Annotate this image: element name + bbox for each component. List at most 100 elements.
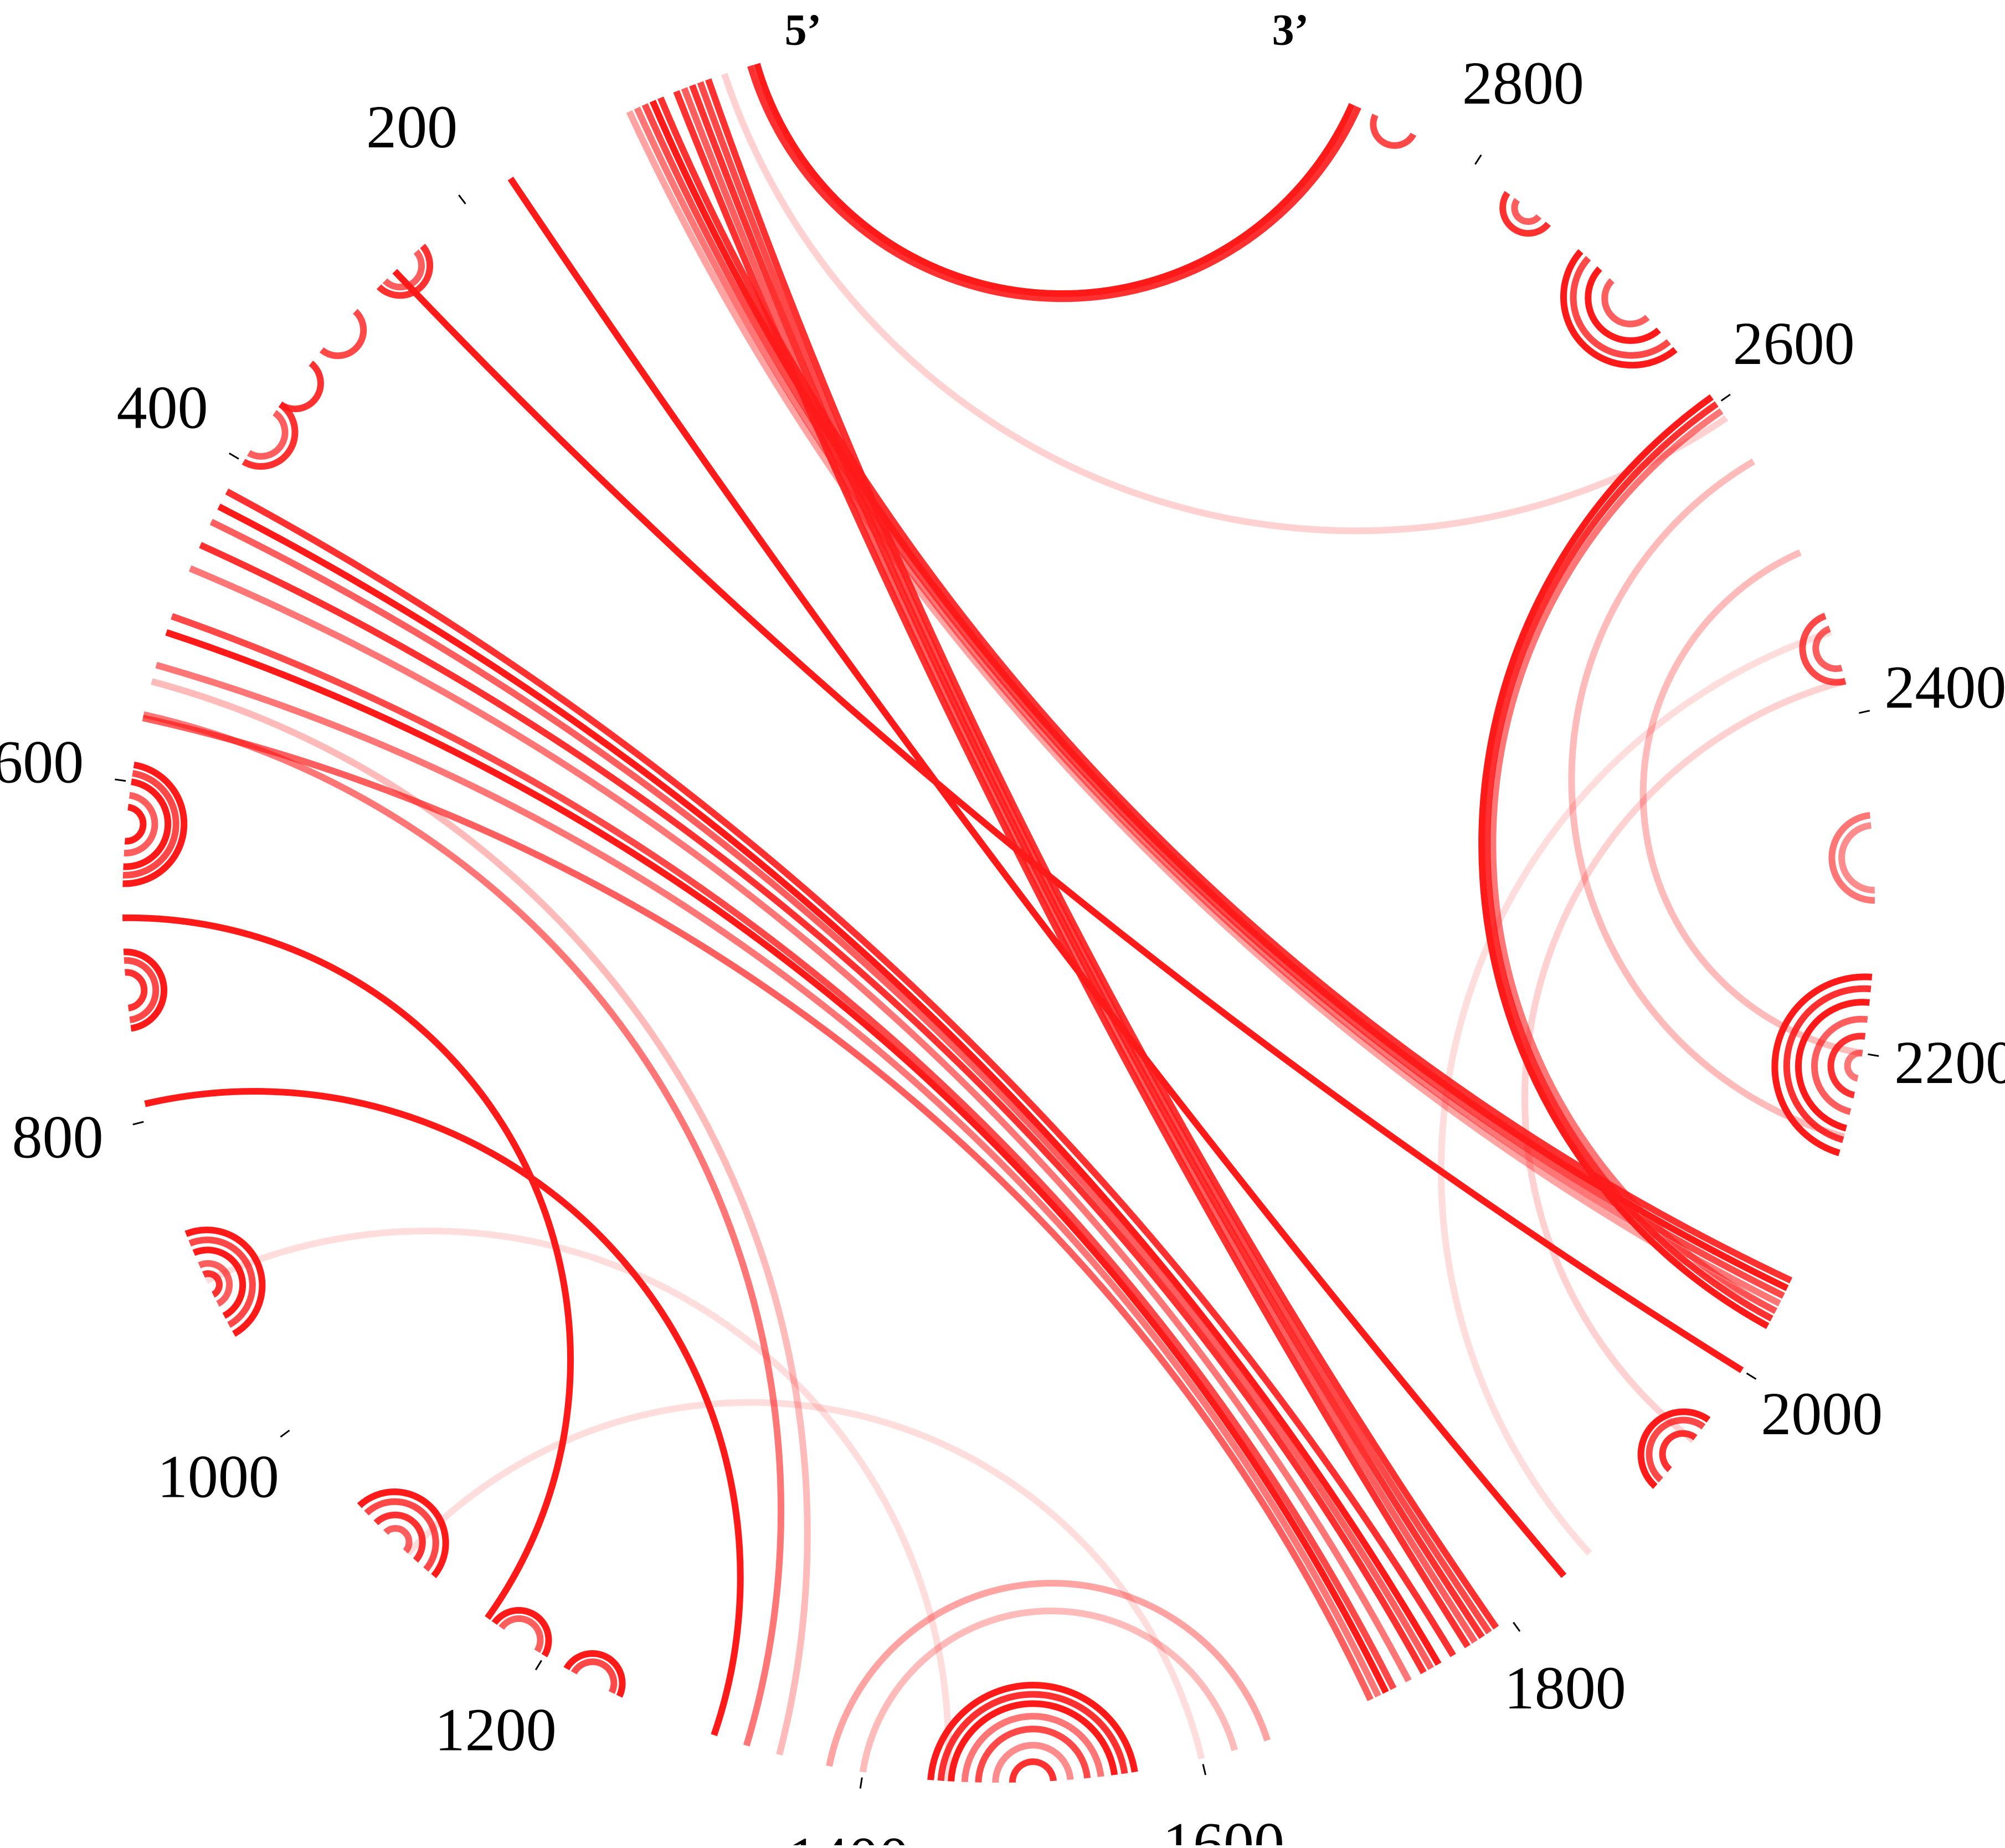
- pair-arc: [198, 1260, 233, 1307]
- start-label: 5’: [785, 6, 822, 54]
- pair-arc: [961, 1713, 1104, 1783]
- pair-arc: [1560, 249, 1678, 369]
- pair-arc: [1827, 1033, 1866, 1098]
- tick-label: 1200: [435, 1696, 557, 1763]
- pair-arc: [199, 542, 1427, 1675]
- pair-arc: [826, 1580, 1271, 1767]
- pair-arc: [1511, 198, 1542, 225]
- pair-arc: [188, 565, 1412, 1682]
- pair-arc: [507, 176, 1567, 1578]
- pair-arc: [563, 1650, 626, 1698]
- pair-arc: [1811, 1015, 1868, 1115]
- tick-label: 800: [12, 1103, 104, 1171]
- pair-arc: [405, 1399, 1205, 1760]
- pair-arc: [376, 244, 434, 299]
- tick-label: 1600: [1163, 1810, 1284, 1845]
- pair-arc: [205, 1228, 952, 1782]
- pair-arc: [124, 957, 160, 1024]
- tick-label: 400: [117, 373, 208, 441]
- tick-mark: [1202, 1764, 1207, 1775]
- tick-mark: [458, 194, 466, 204]
- pair-arc: [1771, 973, 1873, 1157]
- pair-arc: [641, 103, 1785, 1299]
- pair-arc: [209, 519, 1435, 1670]
- pair-arc: [657, 96, 1793, 1284]
- pair-arc: [1828, 812, 1875, 904]
- tick-mark: [1513, 1621, 1521, 1632]
- tick-mark: [132, 1121, 144, 1126]
- pair-arc: [122, 770, 179, 879]
- end-label: 3’: [1272, 6, 1309, 54]
- pair-arc: [634, 106, 1781, 1307]
- pair-arc: [155, 661, 1381, 1698]
- pair-arc: [202, 1270, 223, 1298]
- tick-label: 200: [366, 93, 457, 161]
- pair-arc: [142, 715, 1374, 1701]
- tick-label: 1400: [788, 1825, 909, 1845]
- pair-arc: [142, 711, 784, 1747]
- pair-arc: [247, 410, 289, 460]
- pair-arc: [1009, 1758, 1057, 1783]
- tick-mark: [1474, 154, 1482, 165]
- pair-arc: [1370, 114, 1417, 149]
- pair-arc: [382, 249, 425, 291]
- tick-mark: [1746, 1372, 1757, 1380]
- pair-arc: [192, 1246, 246, 1319]
- pair-arc: [570, 1658, 618, 1695]
- pair-arc: [1799, 613, 1847, 686]
- pair-arc: [1438, 629, 1832, 1556]
- pair-arc: [383, 1524, 413, 1554]
- tick-mark: [115, 778, 126, 782]
- pair-arc: [123, 778, 172, 870]
- tick-label: 2600: [1733, 310, 1855, 377]
- pair-arc: [171, 613, 1397, 1690]
- pair-arc: [681, 87, 1478, 1644]
- pair-arc: [1639, 549, 1863, 1057]
- pair-arc: [319, 309, 367, 360]
- pair-arc: [122, 914, 574, 1620]
- pair-arc: [165, 629, 1389, 1694]
- tick-label: 2200: [1894, 1029, 2005, 1096]
- tick-mark: [859, 1777, 863, 1789]
- tick-mark: [280, 1429, 290, 1438]
- pair-arc: [1646, 1416, 1706, 1483]
- tick-label: 600: [0, 728, 84, 795]
- pair-arc: [1570, 256, 1671, 359]
- pair-arc: [1637, 1408, 1711, 1489]
- pair-arc: [992, 1742, 1074, 1783]
- pair-arc: [122, 761, 188, 887]
- pair-arc: [357, 1488, 449, 1579]
- pair-arc: [705, 78, 1499, 1630]
- pair-arc: [124, 792, 158, 856]
- pair-arc: [1795, 999, 1870, 1132]
- pair-arc: [1659, 1430, 1698, 1472]
- pair-arc: [392, 269, 1744, 1373]
- pair-arc: [123, 948, 168, 1032]
- pair-arc: [225, 488, 1456, 1657]
- pair-arc: [491, 1606, 552, 1657]
- tick-label: 2000: [1761, 1380, 1883, 1447]
- pair-arc: [188, 1236, 256, 1328]
- pair-arc: [1521, 677, 1847, 1443]
- pair-arc: [754, 63, 1355, 297]
- pair-arc: [364, 1498, 439, 1572]
- tick-label: 1000: [157, 1443, 279, 1510]
- pair-arc: [125, 969, 148, 1012]
- pair-arc: [859, 1608, 1238, 1773]
- pair-arc: [373, 1511, 426, 1563]
- pair-arc: [1601, 278, 1650, 327]
- pair-arc: [1478, 394, 1770, 1329]
- pair-arc: [927, 1681, 1138, 1780]
- pair-arc: [124, 804, 147, 845]
- pair-arc: [151, 678, 811, 1756]
- pair-arc: [689, 84, 1485, 1639]
- arcs: [122, 63, 1875, 1783]
- pair-arc: [184, 1226, 266, 1337]
- pair-arc: [1783, 985, 1872, 1143]
- tick-label: 1800: [1504, 1654, 1626, 1722]
- pair-arc: [144, 1088, 744, 1737]
- pair-arc: [1838, 822, 1875, 894]
- pair-arc: [217, 504, 1442, 1666]
